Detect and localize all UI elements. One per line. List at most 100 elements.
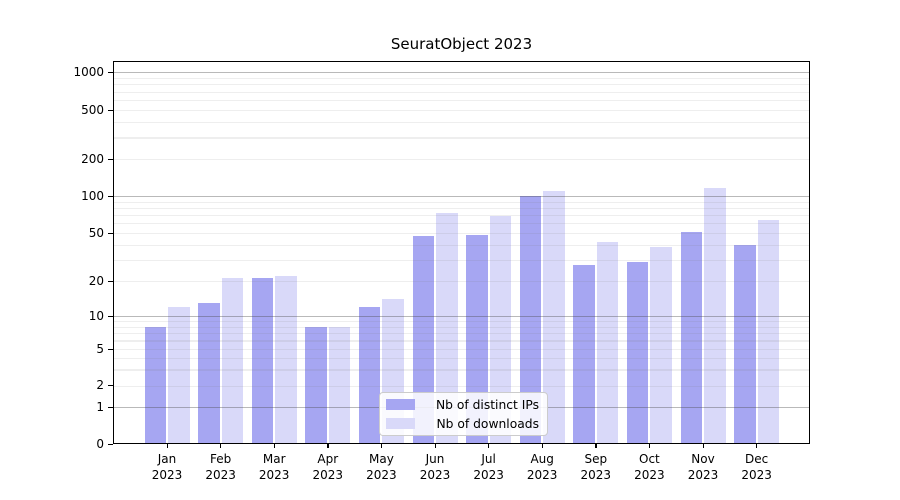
x-tick-oct: [648, 443, 651, 448]
bar-distinct-ips-feb: [198, 302, 220, 444]
x-tick-year-aug: 2023: [526, 468, 558, 482]
y-tick-1: [108, 406, 113, 408]
gridline-minor-200: [113, 159, 810, 161]
x-tick-label-sep: Sep 2023: [564, 451, 628, 483]
bar-downloads-apr: [328, 326, 351, 444]
gridline-minor-6: [113, 340, 810, 342]
x-tick-mar: [273, 443, 276, 448]
x-tick-label-nov: Nov 2023: [671, 451, 735, 483]
x-tick-may: [380, 443, 383, 448]
y-tick-10: [108, 315, 113, 317]
gridline-minor-2: [113, 385, 810, 387]
x-tick-month-feb: Feb: [209, 452, 232, 466]
bar-distinct-ips-oct: [626, 261, 649, 444]
gridline-major-1000: [113, 72, 810, 74]
y-tick-2: [108, 385, 113, 387]
x-tick-label-aug: Aug 2023: [510, 451, 574, 483]
gridline-minor-90: [113, 201, 810, 203]
x-tick-label-apr: Apr 2023: [296, 451, 360, 483]
bar-downloads-mar: [275, 276, 297, 444]
legend: Nb of distinct IPs Nb of downloads: [379, 392, 548, 436]
gridline-minor-7: [113, 332, 810, 335]
bar-downloads-aug: [543, 190, 565, 444]
bar-downloads-oct: [650, 247, 672, 444]
plot-spine-bottom: [113, 442, 810, 444]
y-tick-label-20: 20: [88, 273, 104, 288]
gridline-major-100: [113, 196, 810, 198]
gridline-minor-20: [113, 281, 810, 283]
x-tick-month-may: May: [368, 452, 394, 466]
x-tick-label-may: May 2023: [349, 451, 413, 483]
bar-downloads-jun: [436, 212, 458, 444]
plot-spine-top: [113, 61, 810, 63]
bar-distinct-ips-jul: [466, 235, 488, 444]
plot-spine-right: [808, 61, 810, 444]
y-tick-20: [108, 280, 113, 282]
gridline-minor-4: [113, 357, 810, 360]
bar-distinct-ips-jan: [144, 326, 166, 444]
x-tick-year-oct: 2023: [634, 468, 665, 482]
gridline-minor-70: [113, 215, 810, 217]
gridline-minor-40: [113, 244, 810, 246]
x-tick-dec: [756, 443, 758, 448]
y-tick-50: [108, 232, 113, 234]
y-tick-200: [108, 158, 113, 160]
y-tick-label-2: 2: [96, 378, 104, 392]
y-tick-label-1000: 1000: [73, 64, 104, 79]
plot-spine-left: [113, 61, 115, 444]
x-tick-label-jun: Jun 2023: [403, 451, 467, 483]
x-tick-year-dec: 2023: [741, 468, 772, 482]
y-tick-label-5: 5: [96, 341, 104, 356]
y-tick-label-1: 1: [96, 399, 104, 414]
x-tick-feb: [220, 443, 222, 448]
x-tick-year-apr: 2023: [312, 468, 344, 482]
bar-distinct-ips-may: [358, 306, 381, 444]
x-tick-year-nov: 2023: [687, 468, 719, 482]
y-tick-label-200: 200: [81, 151, 104, 166]
x-tick-year-jan: 2023: [151, 468, 183, 482]
gridline-minor-3: [113, 369, 810, 371]
x-tick-year-jul: 2023: [473, 468, 504, 482]
legend-label-downloads: Nb of downloads: [436, 416, 539, 431]
y-tick-label-100: 100: [81, 188, 104, 203]
x-tick-label-jan: Jan 2023: [135, 451, 199, 483]
y-tick-500: [108, 109, 113, 111]
x-tick-month-oct: Oct: [639, 452, 660, 466]
x-tick-month-mar: Mar: [262, 452, 286, 466]
bar-distinct-ips-nov: [680, 231, 702, 444]
y-tick-label-0: 0: [96, 436, 104, 451]
x-tick-jun: [434, 443, 436, 448]
x-tick-month-dec: Dec: [744, 452, 769, 466]
y-tick-label-500: 500: [81, 102, 104, 117]
gridline-minor-500: [113, 110, 810, 112]
x-tick-month-aug: Aug: [530, 452, 554, 466]
x-tick-label-mar: Mar 2023: [242, 451, 306, 483]
legend-swatch-distinct-ips: [386, 399, 415, 410]
gridline-minor-600: [113, 100, 810, 102]
bar-downloads-nov: [704, 187, 726, 444]
bar-distinct-ips-apr: [305, 326, 327, 444]
x-tick-jul: [488, 443, 490, 448]
gridline-major-10: [113, 316, 810, 318]
y-tick-100: [108, 195, 113, 197]
gridline-minor-800: [113, 84, 810, 86]
gridline-minor-700: [113, 91, 810, 93]
plot-area: [113, 61, 810, 444]
y-tick-label-10: 10: [88, 308, 104, 323]
bar-downloads-jan: [168, 306, 190, 444]
gridline-minor-900: [113, 77, 810, 79]
bar-downloads-sep: [596, 242, 619, 444]
gridline-minor-60: [113, 223, 810, 225]
x-tick-jan: [166, 443, 168, 448]
bar-distinct-ips-mar: [251, 278, 274, 444]
x-tick-label-jul: Jul 2023: [457, 451, 521, 483]
x-tick-year-jun: 2023: [419, 468, 451, 482]
x-tick-sep: [595, 443, 597, 448]
x-tick-month-jun: Jun: [425, 452, 445, 466]
x-tick-year-feb: 2023: [205, 468, 236, 482]
chart-title: SeuratObject 2023: [390, 35, 533, 53]
bar-downloads-dec: [757, 219, 780, 444]
gridline-minor-300: [113, 137, 810, 139]
x-tick-label-dec: Dec 2023: [725, 451, 789, 483]
bar-distinct-ips-dec: [734, 244, 756, 444]
